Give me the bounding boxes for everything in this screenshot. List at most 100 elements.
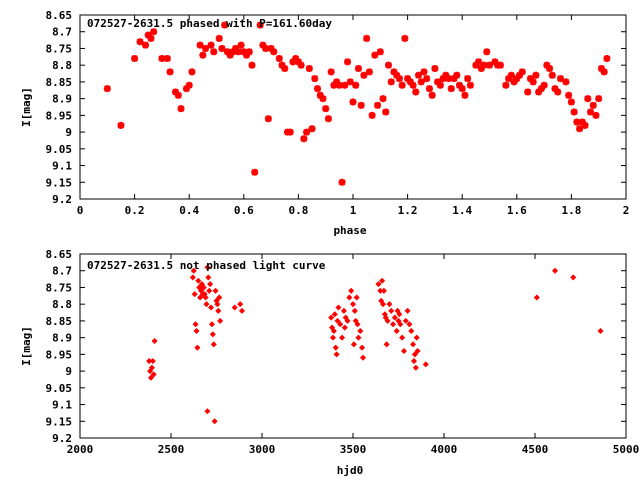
phased-data-point (475, 58, 483, 66)
unphased-data-point (215, 307, 222, 314)
phased-data-point (199, 51, 207, 59)
phased-data-point (524, 88, 532, 96)
unphased-ytick-label: 8.8 (52, 298, 72, 311)
phased-ytick-label: 9 (65, 126, 72, 139)
unphased-data-point (551, 267, 559, 274)
phased-data-point (398, 81, 406, 89)
unphased-data-point (380, 301, 387, 308)
phased-ytick-label: 9.2 (52, 193, 72, 206)
phased-data-point (166, 68, 174, 76)
phased-data-point (483, 48, 491, 56)
phased-data-point (526, 75, 534, 83)
phased-data-point (374, 101, 382, 109)
phased-data-point (409, 81, 417, 89)
phased-data-point (297, 61, 305, 69)
unphased-ytick-label: 8.95 (46, 348, 73, 361)
unphased-ytick-label: 9.05 (46, 382, 73, 395)
unphased-data-point (330, 327, 337, 334)
unphased-data-point (191, 291, 198, 298)
phased-data-point (308, 125, 316, 133)
unphased-data-point (406, 321, 413, 328)
unphased-data-point (208, 304, 215, 311)
phased-data-point (163, 54, 171, 62)
unphased-data-point (148, 364, 155, 371)
unphased-data-point (354, 321, 361, 328)
unphased-data-point (375, 281, 382, 288)
phased-data-point (537, 85, 545, 93)
phased-ytick-label: 8.85 (46, 76, 73, 89)
unphased-data-point (340, 307, 347, 314)
unphased-data-point (337, 321, 344, 328)
phased-xtick-label: 0.4 (179, 204, 199, 217)
phased-data-point (562, 78, 570, 86)
unphased-data-point (208, 321, 215, 328)
phased-data-point (565, 91, 573, 99)
phased-data-point (218, 44, 226, 52)
phased-data-point (243, 51, 251, 59)
phased-data-point (232, 44, 240, 52)
unphased-data-point (332, 344, 339, 351)
unphased-data-point (211, 418, 218, 425)
unphased-data-point (412, 364, 419, 371)
unphased-data-point (216, 294, 223, 301)
unphased-data-point (333, 351, 340, 358)
unphased-data-point (217, 317, 224, 324)
unphased-data-point (349, 301, 357, 308)
phased-data-point (103, 85, 111, 93)
phased-data-point (513, 75, 521, 83)
phased-points (103, 21, 611, 186)
phased-data-point (516, 71, 524, 79)
phased-data-point (289, 58, 297, 66)
phased-data-point (420, 68, 428, 76)
phased-xtick-label: 0 (77, 204, 84, 217)
phased-data-point (264, 115, 272, 123)
phased-data-point (573, 118, 581, 126)
unphased-data-point (192, 321, 199, 328)
phased-data-point (357, 101, 365, 109)
unphased-data-point (344, 317, 351, 324)
phased-data-point (543, 61, 551, 69)
unphased-data-point (151, 337, 158, 345)
phased-data-point (379, 95, 387, 103)
unphased-data-point (214, 301, 221, 308)
phased-data-point (286, 128, 294, 136)
unphased-data-point (359, 354, 367, 361)
phased-data-point (453, 71, 461, 79)
phased-data-point (117, 121, 125, 129)
unphased-data-point (206, 287, 213, 294)
unphased-xtick-label: 4500 (522, 443, 549, 456)
phased-data-point (425, 85, 433, 93)
phased-data-point (595, 95, 603, 103)
phased-data-point (237, 41, 245, 49)
phased-data-point (578, 118, 586, 126)
phased-data-point (461, 91, 469, 99)
unphased-data-point (149, 358, 156, 365)
unphased-data-point (209, 331, 216, 338)
unphased-xtick-label: 2500 (158, 443, 185, 456)
unphased-ytick-label: 9.1 (52, 399, 72, 412)
unphased-data-point (204, 264, 211, 271)
phased-data-point (450, 75, 458, 83)
phased-light-curve-panel: 0 0.2 0.4 0.6 0.8 1 1.2 1.4 1.6 1.8 2 8.65 8.7 8.75 8.… (20, 9, 629, 237)
unphased-xtick-label: 5000 (613, 443, 640, 456)
phased-data-point (292, 54, 300, 62)
unphased-data-point (203, 301, 210, 308)
unphased-data-point (194, 344, 201, 351)
unphased-data-point (413, 334, 420, 341)
phased-y-axis-label: I[mag] (20, 87, 33, 127)
phased-data-point (210, 48, 218, 56)
unphased-data-point (379, 277, 386, 284)
unphased-data-point (147, 374, 155, 381)
unphased-data-point (597, 327, 604, 334)
unphased-ytick-label: 8.75 (46, 281, 73, 294)
phased-data-point (384, 61, 392, 69)
phased-data-point (182, 85, 190, 93)
unphased-data-point (334, 317, 341, 324)
phased-data-point (518, 68, 526, 76)
phased-ytick-label: 8.9 (52, 93, 72, 106)
unphased-data-point (400, 347, 407, 355)
phased-data-point (136, 38, 144, 46)
unphased-points (146, 264, 604, 425)
phased-data-point (144, 31, 152, 39)
